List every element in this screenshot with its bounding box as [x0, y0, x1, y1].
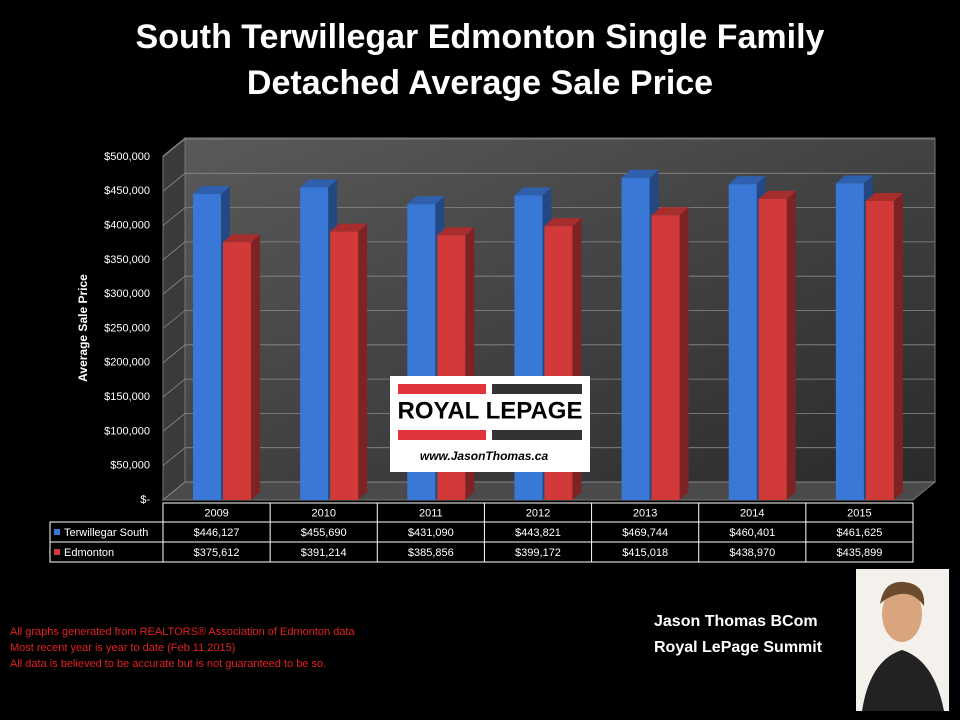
x-tick-label: 2012: [526, 507, 550, 519]
legend-label: Terwillegar South: [64, 527, 148, 539]
logo: ROYAL LEPAGE www.JasonThomas.ca: [390, 376, 590, 472]
bar-top: [193, 185, 230, 194]
table-value: $399,172: [515, 547, 561, 559]
bar: [651, 215, 680, 500]
footnote: All graphs generated from REALTORS® Asso…: [10, 626, 355, 638]
photo-suit: [862, 650, 944, 711]
bar: [835, 183, 864, 500]
table-value: $443,821: [515, 527, 561, 539]
x-tick-label: 2013: [633, 507, 657, 519]
table-value: $435,899: [836, 547, 882, 559]
photo-hair: [880, 581, 925, 606]
y-tick-label: $300,000: [104, 288, 150, 300]
footnote: All data is believed to be accurate but …: [10, 658, 327, 670]
y-tick-label: $50,000: [110, 460, 150, 472]
bar-side: [786, 190, 796, 500]
table-value: $460,401: [729, 527, 775, 539]
bar-top: [865, 192, 903, 201]
y-tick-label: $350,000: [104, 254, 150, 266]
y-tick-label: $-: [140, 494, 150, 506]
table-value: $385,856: [408, 547, 454, 559]
bar-top: [300, 179, 338, 188]
table-value: $455,690: [301, 527, 347, 539]
grid-line: [162, 138, 935, 158]
footnote: Most recent year is year to date (Feb 11…: [10, 642, 236, 654]
logo-barcode: [492, 384, 582, 394]
bar-top: [728, 176, 766, 185]
bar: [758, 198, 787, 500]
legend-swatch: [54, 529, 60, 535]
data-table: 2009 $446,127 $375,612 2010 $455,690 $391,214…: [49, 502, 914, 563]
chart-title: South Terwillegar Edmonton Single Family…: [135, 18, 825, 102]
bar-top: [758, 190, 796, 199]
y-tick-label: $400,000: [104, 220, 150, 232]
bar-top: [544, 218, 582, 227]
legend-swatch: [54, 549, 60, 555]
logo-brand: ROYAL LEPAGE: [398, 397, 583, 424]
grid-line: [162, 172, 935, 192]
y-tick-label: $500,000: [104, 151, 150, 163]
table-value: $461,625: [836, 527, 882, 539]
photo: [856, 569, 949, 711]
bar-top: [621, 169, 659, 178]
y-axis-label: Average Sale Price: [76, 274, 90, 382]
bar-top: [835, 175, 873, 184]
table-value: $446,127: [194, 527, 240, 539]
signature: Jason Thomas BCom: [654, 613, 818, 630]
legend-label: Edmonton: [64, 547, 114, 559]
logo-barcode: [492, 430, 582, 440]
x-tick-label: 2010: [311, 507, 335, 519]
y-tick-label: $200,000: [104, 357, 150, 369]
bar-top: [223, 234, 260, 243]
logo-stripe: [398, 430, 486, 440]
bar-top: [651, 207, 689, 216]
bar-side: [358, 223, 368, 500]
table-value: $375,612: [194, 547, 240, 559]
bar-top: [407, 196, 445, 205]
signature: Royal LePage Summit: [654, 639, 823, 656]
photo-face: [882, 586, 922, 642]
bar-side: [679, 207, 689, 500]
x-tick-label: 2009: [204, 507, 228, 519]
table-value: $415,018: [622, 547, 668, 559]
bar-top: [514, 187, 552, 196]
table-value: $391,214: [301, 547, 347, 559]
bar-side: [893, 192, 903, 501]
bar: [865, 200, 894, 501]
x-tick-label: 2014: [740, 507, 764, 519]
x-tick-label: 2011: [419, 507, 443, 519]
y-tick-label: $150,000: [104, 391, 150, 403]
x-tick-label: 2015: [847, 507, 871, 519]
y-tick-label: $250,000: [104, 322, 150, 334]
table-value: $469,744: [622, 527, 668, 539]
bar: [223, 242, 251, 500]
y-tick-label: $450,000: [104, 185, 150, 197]
bar: [621, 177, 650, 500]
table-value: $431,090: [408, 527, 454, 539]
y-tick-label: $100,000: [104, 425, 150, 437]
bar: [330, 231, 359, 500]
bar: [300, 187, 329, 500]
bar-top: [330, 223, 368, 232]
logo-stripe: [398, 384, 486, 394]
table-value: $438,970: [729, 547, 775, 559]
bar: [193, 193, 221, 500]
logo-url: www.JasonThomas.ca: [420, 449, 549, 463]
bar-top: [437, 227, 475, 236]
bar-side: [251, 234, 260, 500]
bar: [728, 184, 757, 500]
